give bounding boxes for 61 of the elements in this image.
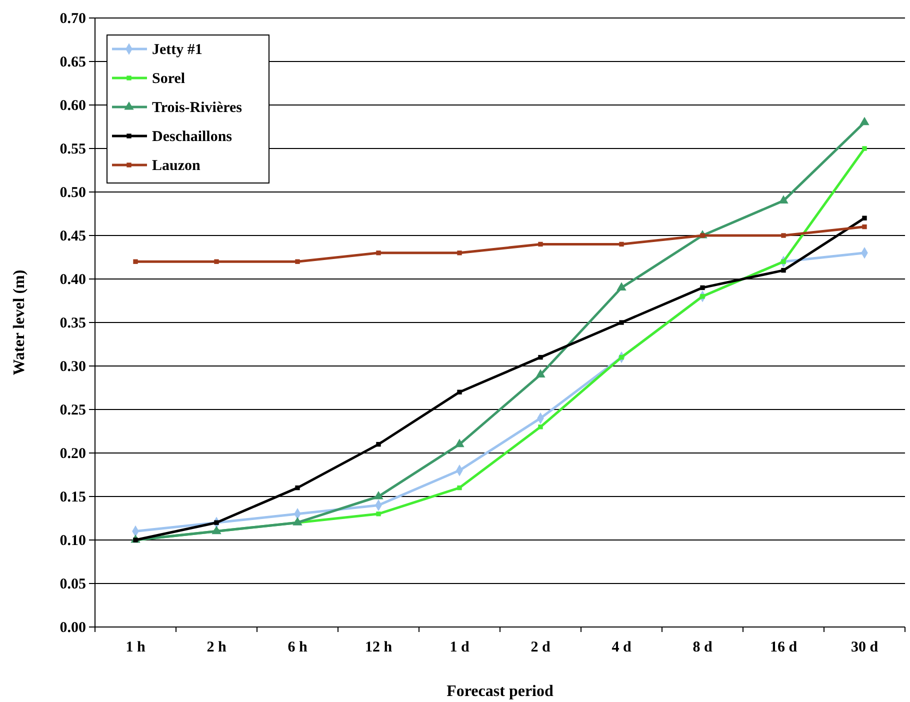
- x-axis-title: Forecast period: [446, 683, 554, 700]
- point: [295, 485, 300, 490]
- point: [376, 442, 381, 447]
- y-tick-label: 0.35: [60, 315, 86, 332]
- y-tick-label: 0.05: [60, 576, 86, 592]
- point: [457, 390, 462, 394]
- y-tick-label: 0.65: [60, 54, 86, 70]
- point: [781, 233, 786, 238]
- point: [536, 369, 546, 378]
- point: [778, 195, 788, 204]
- point: [862, 224, 867, 230]
- y-tick-label: 0.70: [60, 10, 86, 27]
- x-tick-label: 1 h: [126, 640, 146, 656]
- point: [214, 259, 219, 264]
- point: [538, 354, 543, 360]
- point: [376, 250, 381, 256]
- point: [212, 526, 222, 534]
- legend-label: Lauzon: [152, 158, 202, 174]
- point: [133, 259, 138, 264]
- y-tick-label: 0.60: [60, 98, 86, 114]
- y-tick-label: 0.55: [60, 141, 86, 158]
- point: [457, 485, 462, 490]
- y-tick-label: 0.50: [60, 184, 86, 201]
- y-tick-label: 0.15: [60, 489, 86, 506]
- x-tick-label: 16 d: [770, 640, 798, 656]
- y-tick-label: 0.30: [60, 358, 86, 375]
- y-tick-label: 0.25: [60, 402, 86, 418]
- point: [862, 146, 867, 151]
- point: [862, 216, 867, 220]
- point: [619, 320, 624, 325]
- x-tick-label: 2 h: [206, 640, 227, 656]
- y-axis-title: Water level (m): [11, 270, 28, 376]
- legend-label: Jetty #1: [152, 42, 202, 58]
- point: [457, 250, 462, 256]
- point: [538, 242, 543, 247]
- point: [860, 116, 870, 126]
- x-tick-label: 2 d: [530, 640, 551, 656]
- y-tick-label: 0.20: [60, 446, 86, 462]
- x-tick-label: 4 d: [612, 640, 632, 656]
- x-tick-label: 6 h: [288, 640, 308, 656]
- x-tick-label: 1 d: [450, 640, 470, 656]
- y-tick-label: 0.40: [60, 272, 86, 288]
- y-tick-label: 0.00: [60, 620, 86, 636]
- point: [295, 259, 300, 264]
- point: [781, 268, 786, 273]
- point: [616, 282, 626, 290]
- y-tick-label: 0.45: [60, 228, 86, 244]
- point: [619, 242, 624, 247]
- legend-label: Trois-Rivières: [152, 100, 242, 116]
- point: [454, 438, 464, 448]
- legend-label: Deschaillons: [152, 129, 232, 145]
- x-tick-label: 8 d: [692, 640, 713, 656]
- point: [374, 490, 384, 500]
- x-tick-label: 30 d: [850, 640, 879, 656]
- point: [700, 285, 705, 290]
- point: [538, 424, 543, 430]
- y-tick-label: 0.10: [60, 532, 86, 549]
- point: [376, 512, 381, 516]
- point: [292, 517, 302, 526]
- x-tick-label: 12 h: [364, 640, 393, 656]
- legend-label: Sorel: [152, 71, 186, 87]
